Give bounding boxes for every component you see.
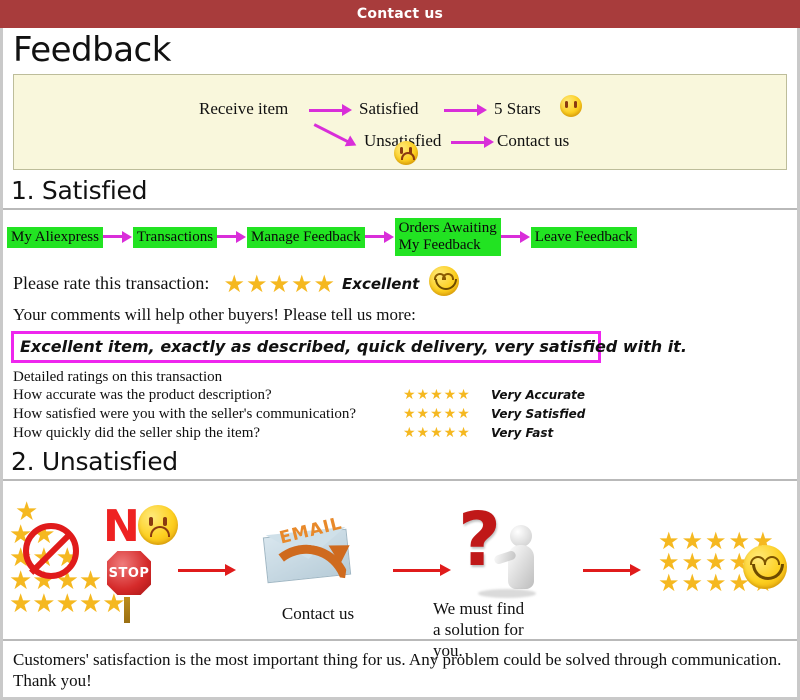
- flow-arrow-to-contact: [451, 136, 495, 149]
- header-title: Contact us: [356, 6, 444, 22]
- rating-row-shipping: How quickly did the seller ship the item…: [13, 424, 797, 443]
- comment-textarea[interactable]: Excellent item, exactly as described, qu…: [11, 331, 687, 363]
- rate-transaction-row: Please rate this transaction: ★★★★★ Exce…: [13, 266, 797, 301]
- rating-question: How quickly did the seller ship the item…: [13, 425, 261, 441]
- rating-row-communication: How satisfied were you with the seller's…: [13, 405, 797, 424]
- worried-face-icon: [138, 505, 178, 550]
- flow-5stars-label: 5 Stars: [494, 99, 541, 118]
- header-bar: Contact us: [0, 0, 800, 28]
- rating-question: How accurate was the product description…: [13, 387, 272, 403]
- rate-prompt-label: Please rate this transaction:: [13, 273, 210, 293]
- prohibition-icon: [23, 523, 79, 579]
- flow-satisfied-label: Satisfied: [359, 99, 419, 118]
- detailed-ratings: Detailed ratings on this transaction How…: [13, 368, 797, 443]
- comment-text: Excellent item, exactly as described, qu…: [20, 337, 687, 356]
- sad-face-icon: [394, 141, 418, 170]
- unsatisfied-flow: ★ ★★ ★★★ ★★★★ ★★★★★ N: [3, 483, 797, 683]
- breadcrumb-arrow-icon: [364, 230, 395, 243]
- flow-contact-label: Contact us: [497, 131, 570, 150]
- solution-caption: We must find a solution for you.: [433, 599, 525, 660]
- flow-arrow-2: [393, 564, 453, 577]
- rejected-stars-cluster: ★ ★★ ★★★ ★★★★ ★★★★★: [9, 497, 126, 619]
- rating-label: Very Fast: [491, 426, 554, 440]
- flow-arrow-to-5stars: [444, 104, 488, 117]
- breadcrumb-arrow-icon: [500, 230, 531, 243]
- flow-overview-panel: Receive item Satisfied 5 Stars Unsatisfi…: [13, 74, 787, 170]
- section-2-heading: 2. Unsatisfied: [11, 447, 178, 476]
- rating-stars[interactable]: ★★★★★: [403, 406, 471, 422]
- flow-start-label: Receive item: [199, 99, 289, 118]
- section-1-divider: [3, 208, 797, 210]
- flow-arrow-3: [583, 564, 643, 577]
- comments-prompt-label: Your comments will help other buyers! Pl…: [13, 305, 416, 324]
- rejected-star-row: ★: [15, 497, 39, 527]
- flow-unsatisfied-label: Unsatisfied: [364, 131, 441, 151]
- flow-arrow-to-satisfied: [309, 104, 353, 117]
- breadcrumb-arrow-icon: [217, 230, 247, 243]
- content-frame: Feedback Receive item Satisfied 5 Stars …: [0, 28, 800, 700]
- breadcrumb-step-manage-feedback[interactable]: Manage Feedback: [247, 226, 365, 248]
- section-2-divider: [3, 479, 797, 481]
- breadcrumb: My Aliexpress Transactions Manage Feedba…: [7, 216, 797, 258]
- page-title: Feedback: [13, 30, 171, 70]
- question-mark-icon: ?: [458, 497, 501, 583]
- neutral-face-icon: [560, 95, 582, 122]
- no-letter: N: [103, 501, 140, 552]
- footer-note: Customers' satisfaction is the most impo…: [13, 650, 782, 690]
- footer-divider: [3, 639, 797, 641]
- breadcrumb-step-transactions[interactable]: Transactions: [132, 226, 218, 248]
- breadcrumb-step-leave-feedback[interactable]: Leave Feedback: [530, 226, 637, 248]
- rating-label: Very Accurate: [491, 388, 586, 402]
- detailed-ratings-heading: Detailed ratings on this transaction: [13, 369, 223, 385]
- rate-stars[interactable]: ★★★★★: [223, 269, 337, 298]
- contact-us-caption: Contact us: [281, 604, 355, 623]
- rate-label: Excellent: [342, 274, 420, 293]
- big-happy-face-icon: [743, 545, 787, 594]
- happy-face-icon: [429, 266, 460, 301]
- question-thinker-icon: ?: [458, 503, 578, 598]
- section-1-heading: 1. Satisfied: [11, 176, 148, 205]
- rating-row-accuracy: How accurate was the product description…: [13, 386, 797, 405]
- rating-question: How satisfied were you with the seller's…: [13, 406, 357, 422]
- stop-sign-icon: STOP: [99, 549, 159, 629]
- rejected-star-row: ★★★★★: [9, 588, 126, 619]
- stop-sign-label: STOP: [108, 565, 150, 581]
- breadcrumb-step-my-aliexpress[interactable]: My Aliexpress: [7, 226, 103, 248]
- rating-stars[interactable]: ★★★★★: [403, 425, 471, 441]
- breadcrumb-step-orders-awaiting-my-feedback[interactable]: Orders Awaiting My Feedback: [394, 218, 501, 256]
- flow-arrow-to-unsatisfied: [311, 120, 363, 154]
- flow-arrow-1: [178, 564, 238, 577]
- email-icon: EMAIL: [260, 514, 375, 600]
- rating-stars[interactable]: ★★★★★: [403, 387, 471, 403]
- breadcrumb-arrow-icon: [102, 230, 133, 243]
- rating-label: Very Satisfied: [491, 407, 586, 421]
